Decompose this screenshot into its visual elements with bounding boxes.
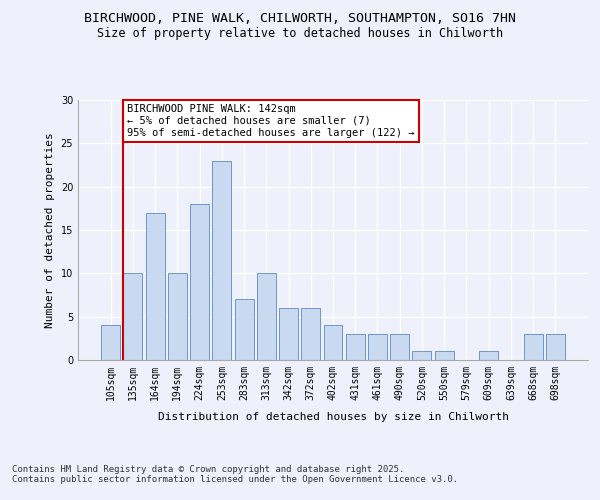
Bar bbox=[346, 334, 365, 360]
Text: BIRCHWOOD PINE WALK: 142sqm
← 5% of detached houses are smaller (7)
95% of semi-: BIRCHWOOD PINE WALK: 142sqm ← 5% of deta… bbox=[127, 104, 415, 138]
Bar bbox=[212, 160, 231, 360]
Bar bbox=[368, 334, 387, 360]
Text: Distribution of detached houses by size in Chilworth: Distribution of detached houses by size … bbox=[158, 412, 509, 422]
Text: Size of property relative to detached houses in Chilworth: Size of property relative to detached ho… bbox=[97, 28, 503, 40]
Bar bbox=[279, 308, 298, 360]
Bar bbox=[168, 274, 187, 360]
Bar bbox=[124, 274, 142, 360]
Bar bbox=[146, 212, 164, 360]
Bar bbox=[390, 334, 409, 360]
Bar bbox=[412, 352, 431, 360]
Text: BIRCHWOOD, PINE WALK, CHILWORTH, SOUTHAMPTON, SO16 7HN: BIRCHWOOD, PINE WALK, CHILWORTH, SOUTHAM… bbox=[84, 12, 516, 26]
Bar bbox=[435, 352, 454, 360]
Bar bbox=[301, 308, 320, 360]
Bar bbox=[257, 274, 276, 360]
Bar bbox=[323, 326, 343, 360]
Bar bbox=[101, 326, 120, 360]
Text: Contains HM Land Registry data © Crown copyright and database right 2025.
Contai: Contains HM Land Registry data © Crown c… bbox=[12, 465, 458, 484]
Bar bbox=[190, 204, 209, 360]
Bar bbox=[524, 334, 542, 360]
Bar bbox=[235, 300, 254, 360]
Bar bbox=[479, 352, 498, 360]
Y-axis label: Number of detached properties: Number of detached properties bbox=[45, 132, 55, 328]
Bar bbox=[546, 334, 565, 360]
